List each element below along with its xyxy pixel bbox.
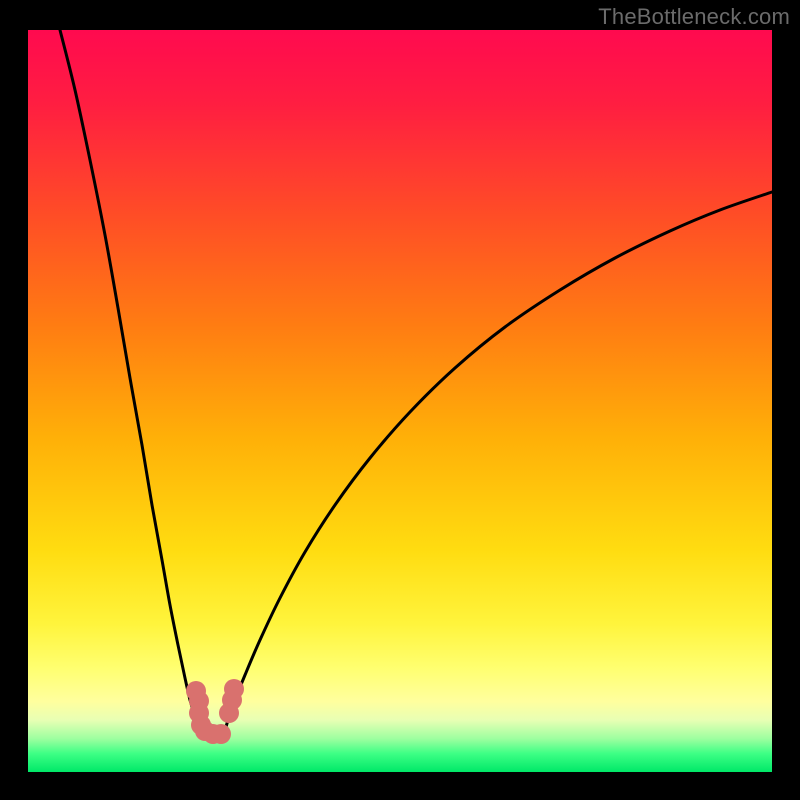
chart-svg-layer [0, 0, 800, 800]
gradient-plot-area [28, 30, 772, 772]
marker-left-6 [211, 724, 231, 744]
marker-right-2 [219, 703, 239, 723]
